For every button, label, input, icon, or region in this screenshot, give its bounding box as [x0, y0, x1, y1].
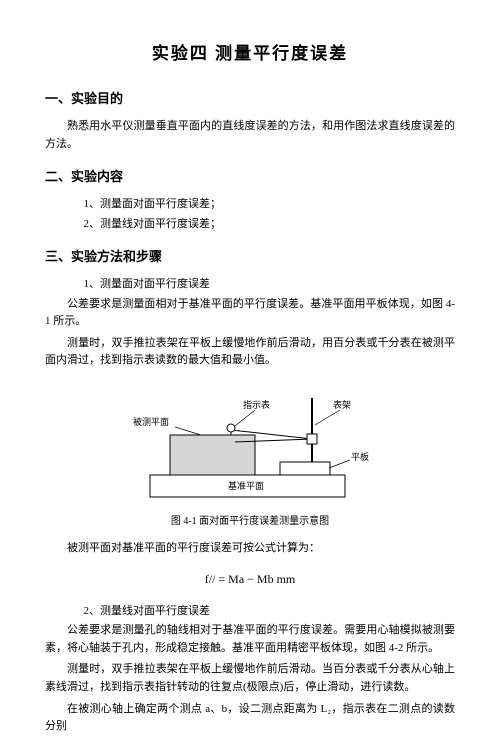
label-plate: 平板 [351, 451, 369, 462]
label-line-stand [315, 410, 340, 425]
formula-1: f// = Ma − Mb mm [45, 570, 455, 589]
figure-4-1-caption: 图 4-1 面对面平行度误差测量示意图 [45, 514, 455, 530]
section-3-sub-2: 2、测量线对面平行度误差 [84, 603, 456, 621]
label-line-plate [329, 460, 350, 468]
measured-block [170, 435, 255, 475]
label-indicator: 指示表 [243, 399, 270, 410]
label-stand: 表架 [333, 399, 351, 410]
section-1-para: 熟悉用水平仪测量垂直平面内的直线度误差的方法，和用作图法求直线度误差的方法。 [45, 118, 455, 153]
section-3-para-3: 被测平面对基准平面的平行度误差可按公式计算为： [45, 540, 455, 558]
section-1-heading: 一、实验目的 [45, 89, 455, 110]
label-line-measured [175, 427, 201, 435]
label-measured-surface: 被测平面 [133, 416, 169, 427]
section-3-para-2: 测量时，双手推拉表架在平板上缓慢地作前后滑动，用百分表或千分表在被测平面内滑过，… [45, 335, 455, 370]
section-3-sub-1: 1、测量面对面平行度误差 [84, 276, 456, 294]
section-3-para-5: 测量时，双手推拉表架在平板上缓慢地作前后滑动。当百分表或千分表从心轴上素线滑过，… [45, 661, 455, 696]
indicator-head [227, 424, 235, 432]
figure-4-1: 被测平面 指示表 表架 平板 基准平面 [45, 380, 455, 510]
page-title: 实验四 测量平行度误差 [45, 40, 455, 67]
section-2-item-2: 2、测量线对面平行度误差； [84, 216, 456, 234]
stand-base [280, 462, 330, 475]
formula-text: f// = Ma − Mb mm [205, 572, 296, 586]
section-3-heading: 三、实验方法和步骤 [45, 247, 455, 268]
label-line-indicator [235, 410, 255, 426]
section-2-heading: 二、实验内容 [45, 167, 455, 188]
section-3-para-1: 公差要求是测量面相对于基准平面的平行度误差。基准平面用平板体现，如图 4-1 所… [45, 296, 455, 331]
figure-4-1-svg: 被测平面 指示表 表架 平板 基准平面 [115, 380, 385, 510]
label-base-surface: 基准平面 [228, 480, 264, 491]
section-3-para-4: 公差要求是测量孔的轴线相对于基准平面的平行度误差。需要用心轴模拟被测要素，将心轴… [45, 622, 455, 657]
joint-block [307, 434, 317, 444]
section-2-item-1: 1、测量面对面平行度误差； [84, 196, 456, 214]
